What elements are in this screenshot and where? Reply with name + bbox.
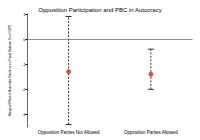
svg-text:-3: -3 <box>22 112 26 117</box>
svg-text:0: 0 <box>23 37 26 42</box>
svg-text:Opposition Participation and P: Opposition Participation and PBC in Auto… <box>38 7 161 13</box>
svg-text:Opposition Parties Not Allowed: Opposition Parties Not Allowed <box>38 130 100 135</box>
svg-text:-1: -1 <box>22 62 26 67</box>
svg-text:Opposition Parties Allowed: Opposition Parties Allowed <box>124 130 178 135</box>
svg-text:-2: -2 <box>22 87 26 92</box>
svg-text:Marginal Effect of Autocratic: Marginal Effect of Autocratic Elections … <box>8 25 12 116</box>
svg-text:1: 1 <box>23 12 26 17</box>
